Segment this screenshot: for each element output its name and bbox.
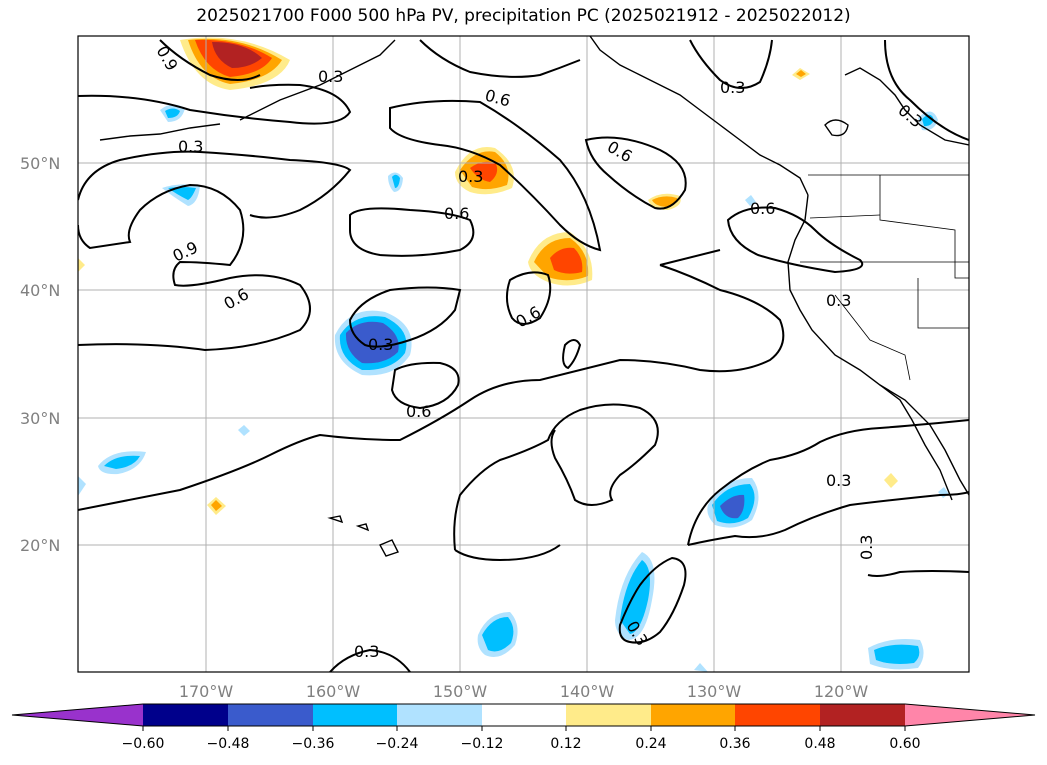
contour-label: 0.3 xyxy=(826,471,851,490)
lon-tick: 120°W xyxy=(814,682,869,701)
map-frame xyxy=(77,35,970,673)
lon-tick: 150°W xyxy=(433,682,488,701)
contour-label: 0.6 xyxy=(444,204,469,223)
pv-contours xyxy=(78,39,969,672)
contour-label: 0.3 xyxy=(857,535,876,560)
colorbar-bin xyxy=(482,704,566,726)
colorbar-tick-label: 0.12 xyxy=(550,736,581,752)
colorbar-bin xyxy=(735,704,820,726)
colorbar-tick-label: −0.36 xyxy=(292,736,335,752)
precip-negative-anomalies xyxy=(78,104,949,672)
lat-tick-labels: 50°N 40°N 30°N 20°N xyxy=(20,154,60,555)
lon-tick-labels: 170°W 160°W 150°W 140°W 130°W 120°W xyxy=(179,682,869,701)
colorbar-tick-label: 0.60 xyxy=(889,736,920,752)
contour-label: 0.3 xyxy=(178,137,203,156)
colorbar-bin xyxy=(143,704,228,726)
colorbar-bin xyxy=(820,704,905,726)
colorbar-bin xyxy=(651,704,735,726)
colorbar-bin xyxy=(397,704,482,726)
lon-tick: 130°W xyxy=(687,682,742,701)
colorbar-tick-label: −0.60 xyxy=(122,736,165,752)
colorbar-tick-label: −0.12 xyxy=(461,736,504,752)
colorbar-bin xyxy=(566,704,651,726)
contour-label: 0.6 xyxy=(750,199,775,218)
colorbar-bin xyxy=(228,704,313,726)
coastlines xyxy=(99,36,969,557)
colorbar-tick-label: 0.24 xyxy=(635,736,666,752)
lon-tick: 140°W xyxy=(560,682,615,701)
lat-tick: 30°N xyxy=(20,409,60,428)
political-borders xyxy=(800,174,969,381)
contour-label: 0.3 xyxy=(318,67,343,86)
colorbar: −0.60 −0.48 −0.36 −0.24 −0.12 0.12 0.24 … xyxy=(11,703,1036,752)
map-title: 2025021700 F000 500 hPa PV, precipitatio… xyxy=(196,6,851,26)
colorbar-over-extension xyxy=(905,704,1035,726)
colorbar-tick-label: −0.24 xyxy=(376,736,419,752)
contour-label: 0.3 xyxy=(368,335,393,354)
contour-label: 0.3 xyxy=(720,78,745,97)
lon-tick: 160°W xyxy=(306,682,361,701)
lat-tick: 20°N xyxy=(20,536,60,555)
contour-label: 0.3 xyxy=(354,642,379,661)
contour-label: 0.3 xyxy=(458,167,483,186)
colorbar-tick-label: 0.36 xyxy=(719,736,750,752)
colorbar-under-extension xyxy=(12,704,143,726)
precip-positive-anomalies xyxy=(78,37,898,515)
map-area xyxy=(78,36,969,672)
lat-tick: 50°N xyxy=(20,154,60,173)
contour-label: 0.3 xyxy=(826,291,851,310)
contour-label: 0.6 xyxy=(406,402,431,421)
lon-tick: 170°W xyxy=(179,682,234,701)
lat-tick: 40°N xyxy=(20,281,60,300)
colorbar-tick-label: −0.48 xyxy=(207,736,250,752)
colorbar-tick-label: 0.48 xyxy=(804,736,835,752)
colorbar-bin xyxy=(313,704,397,726)
